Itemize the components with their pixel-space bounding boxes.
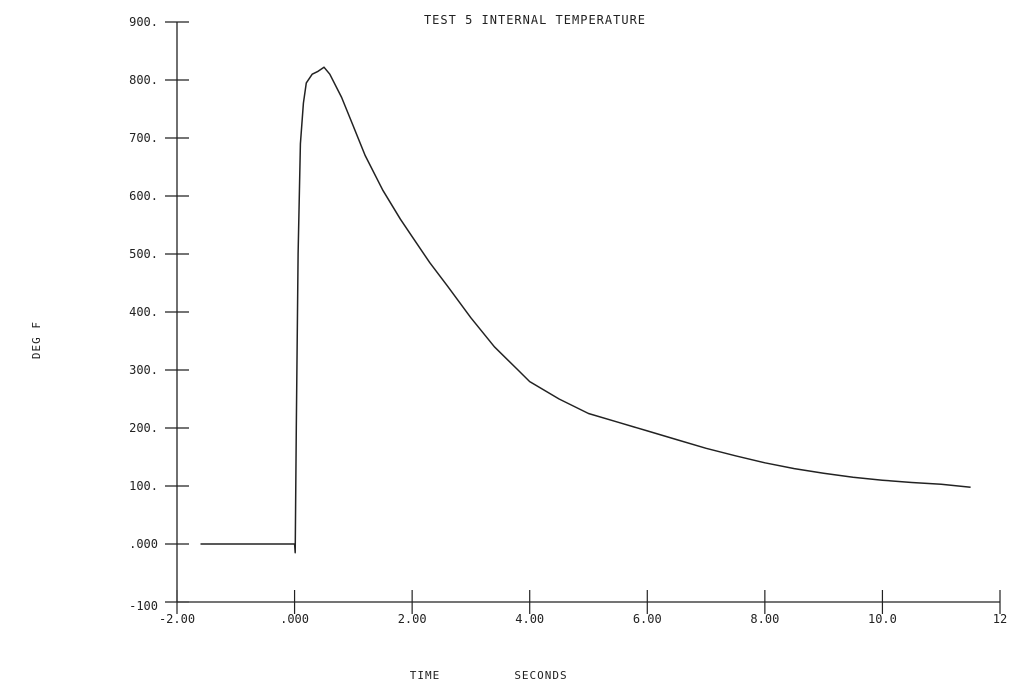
x-tick-label: 6.00 [633,612,662,626]
x-tick-label: 10.0 [868,612,897,626]
x-axis-ticks: -2.00 .000 2.00 4.00 6.00 8.00 10.0 12 [159,590,1007,626]
y-tick-label: 100. [129,479,158,493]
x-tick-label: 2.00 [398,612,427,626]
x-axis-label: TIME [410,669,441,682]
y-tick-label: -100 [129,599,158,613]
y-tick-label: .000 [129,537,158,551]
y-tick-label: 300. [129,363,158,377]
y-axis-label: DEG F [30,321,43,359]
y-tick-label: 200. [129,421,158,435]
x-tick-label: 12 [993,612,1007,626]
y-tick-label: 800. [129,73,158,87]
y-tick-label: 400. [129,305,158,319]
series-line-internal-temperature [200,66,971,554]
x-tick-label: 8.00 [750,612,779,626]
x-tick-label: -2.00 [159,612,195,626]
y-tick-label: 900. [129,15,158,29]
chart-title: TEST 5 INTERNAL TEMPERATURE [424,13,646,27]
y-tick-label: 600. [129,189,158,203]
y-tick-label: 500. [129,247,158,261]
x-axis-units: SECONDS [514,669,567,682]
x-tick-label: 4.00 [515,612,544,626]
y-tick-label: 700. [129,131,158,145]
x-tick-label: .000 [280,612,309,626]
y-axis-ticks: -100 .000 100. 200. 300. 400. 500. 600. 700. 800.… [129,15,189,613]
